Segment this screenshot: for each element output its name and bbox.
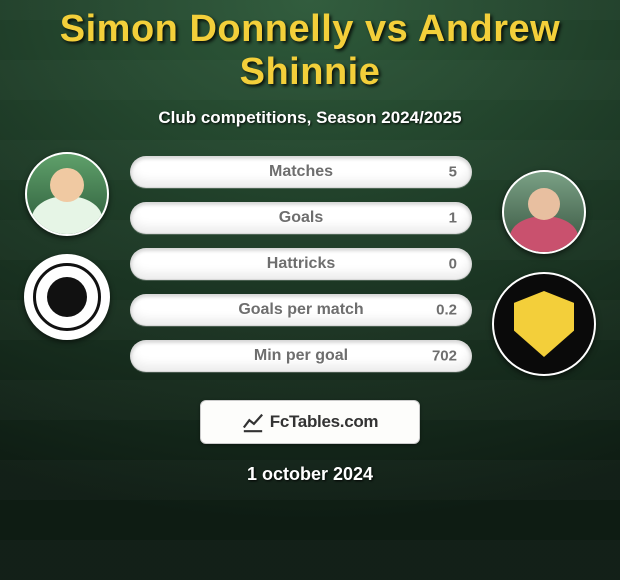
brand-text: FcTables.com <box>270 412 379 432</box>
chart-icon <box>242 411 264 433</box>
bar-value-right: 702 <box>432 348 457 365</box>
bar-label: Goals per match <box>238 301 363 319</box>
stat-bar: Hattricks 0 <box>130 248 472 280</box>
comparison-card: Simon Donnelly vs Andrew Shinnie Club co… <box>0 0 620 580</box>
comparison-row: Matches 5 Goals 1 Hattricks 0 Goals per match 0… <box>0 156 620 376</box>
crest-inner <box>47 277 87 317</box>
player-left-avatar <box>25 152 109 236</box>
stat-bars: Matches 5 Goals 1 Hattricks 0 Goals per match 0… <box>130 156 472 372</box>
page-title: Simon Donnelly vs Andrew Shinnie <box>0 8 620 94</box>
brand-badge: FcTables.com <box>200 400 420 444</box>
stat-bar: Goals per match 0.2 <box>130 294 472 326</box>
bar-label: Goals <box>279 209 323 227</box>
bar-label: Min per goal <box>254 347 348 365</box>
bar-label: Hattricks <box>267 255 335 273</box>
bar-value-right: 0.2 <box>436 302 457 319</box>
club-right-crest <box>492 272 596 376</box>
player-right-column <box>492 170 596 376</box>
content: Simon Donnelly vs Andrew Shinnie Club co… <box>0 8 620 485</box>
bar-label: Matches <box>269 163 333 181</box>
player-left-column <box>24 152 110 340</box>
bar-value-right: 1 <box>449 210 457 227</box>
stat-bar: Min per goal 702 <box>130 340 472 372</box>
stat-bar: Matches 5 <box>130 156 472 188</box>
bar-value-right: 0 <box>449 256 457 273</box>
subtitle: Club competitions, Season 2024/2025 <box>0 108 620 128</box>
stat-bar: Goals 1 <box>130 202 472 234</box>
bar-value-right: 5 <box>449 164 457 181</box>
club-left-crest <box>24 254 110 340</box>
player-right-avatar <box>502 170 586 254</box>
date-text: 1 october 2024 <box>0 464 620 485</box>
